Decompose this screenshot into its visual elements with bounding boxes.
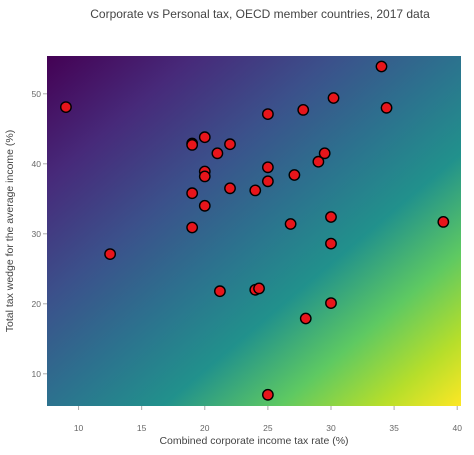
- y-tick-label: 50: [32, 89, 42, 99]
- data-point[interactable]: [211, 147, 224, 160]
- data-point[interactable]: [312, 155, 325, 168]
- data-point[interactable]: [380, 101, 393, 114]
- data-point[interactable]: [299, 312, 312, 325]
- data-point[interactable]: [325, 237, 337, 250]
- data-point[interactable]: [261, 161, 274, 174]
- x-tick-label: 35: [389, 423, 399, 433]
- data-point[interactable]: [60, 101, 72, 114]
- data-point[interactable]: [198, 170, 211, 183]
- plot-background: [47, 56, 461, 406]
- data-point[interactable]: [253, 282, 265, 295]
- data-point[interactable]: [186, 138, 199, 151]
- data-point[interactable]: [104, 248, 117, 261]
- x-tick-label: 30: [326, 423, 336, 433]
- data-point[interactable]: [325, 211, 337, 223]
- data-point[interactable]: [284, 218, 297, 230]
- data-points: [60, 60, 450, 401]
- data-point[interactable]: [261, 388, 274, 401]
- data-point[interactable]: [186, 187, 199, 200]
- data-point[interactable]: [249, 184, 262, 197]
- y-tick-label: 20: [32, 299, 42, 309]
- data-point[interactable]: [261, 175, 274, 188]
- y-axis-title: Total tax wedge for the average income (…: [4, 130, 16, 333]
- data-point[interactable]: [224, 182, 236, 195]
- data-point[interactable]: [198, 199, 211, 212]
- x-tick-label: 20: [200, 423, 210, 433]
- x-tick-label: 10: [74, 423, 84, 433]
- x-axis-title: Combined corporate income tax rate (%): [159, 435, 348, 447]
- x-axis: 10 15 20 25 30 35 40: [74, 406, 462, 433]
- data-point[interactable]: [375, 60, 388, 73]
- data-point[interactable]: [437, 215, 450, 228]
- data-point[interactable]: [186, 221, 199, 234]
- data-point[interactable]: [325, 297, 337, 309]
- data-point[interactable]: [224, 138, 236, 151]
- y-tick-label: 30: [32, 229, 42, 239]
- data-point[interactable]: [198, 131, 211, 144]
- y-tick-label: 10: [32, 369, 42, 379]
- x-tick-label: 15: [137, 423, 147, 433]
- data-point[interactable]: [214, 285, 226, 298]
- y-axis: 10 20 30 40 50: [32, 89, 47, 379]
- data-point[interactable]: [327, 92, 340, 104]
- chart-title: Corporate vs Personal tax, OECD member c…: [90, 7, 430, 21]
- data-point[interactable]: [318, 147, 331, 160]
- x-tick-label: 40: [452, 423, 462, 433]
- data-point[interactable]: [261, 108, 274, 121]
- data-point[interactable]: [288, 169, 301, 181]
- y-tick-label: 40: [32, 159, 42, 169]
- data-point[interactable]: [297, 104, 310, 116]
- x-tick-label: 25: [263, 423, 273, 433]
